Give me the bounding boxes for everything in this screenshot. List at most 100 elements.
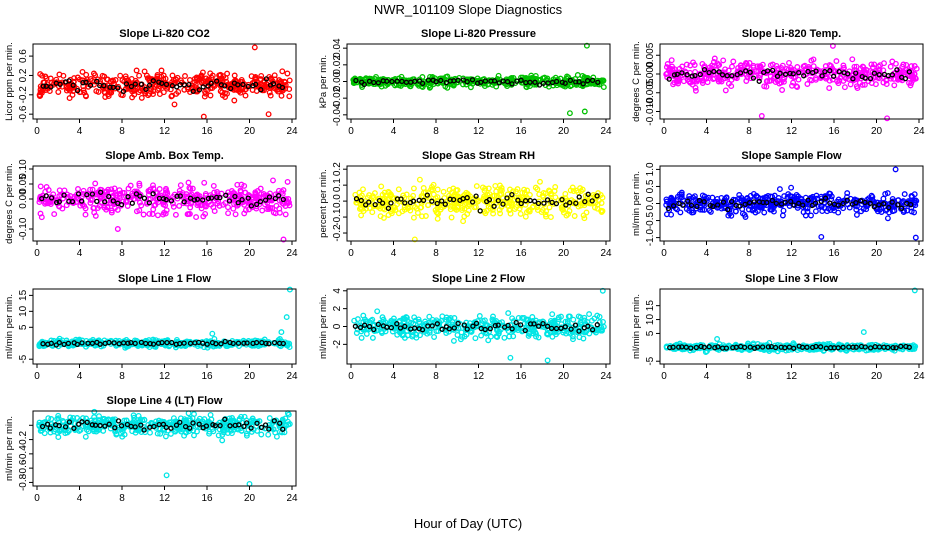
panel-title: Slope Line 4 (LT) Flow [107, 395, 223, 407]
data-point [663, 344, 670, 351]
data-point [846, 204, 853, 211]
data-point [176, 187, 183, 194]
reference-point [594, 193, 600, 199]
data-point [847, 81, 854, 88]
data-point [279, 87, 286, 94]
data-point [185, 211, 192, 218]
reference-point [425, 77, 432, 83]
reference-point [559, 79, 565, 85]
x-tick-label: 4 [704, 371, 710, 382]
reference-point [353, 196, 360, 202]
reference-point [788, 198, 794, 205]
data-point [725, 67, 732, 74]
data-point [113, 431, 120, 438]
data-point [586, 311, 593, 318]
reference-point [164, 339, 170, 346]
reference-point [890, 344, 896, 351]
data-point [201, 179, 208, 186]
data-point [211, 208, 218, 215]
reference-point [685, 198, 691, 204]
data-point [66, 95, 73, 102]
reference-point [827, 68, 833, 74]
reference-point [115, 85, 121, 91]
data-point [83, 93, 89, 100]
reference-point [809, 202, 815, 209]
data-point [36, 419, 43, 426]
reference-point [553, 200, 560, 207]
data-point [172, 211, 179, 218]
data-point [904, 207, 910, 214]
reference-point [101, 83, 107, 89]
data-points [663, 42, 920, 122]
data-point [160, 211, 167, 218]
reference-point [169, 339, 175, 346]
data-point [706, 207, 713, 214]
reference-point [674, 71, 680, 77]
data-point [446, 316, 452, 323]
reference-point [517, 322, 524, 328]
reference-point [181, 340, 187, 346]
reference-point [751, 199, 757, 205]
data-point [152, 201, 159, 208]
data-point [353, 330, 360, 336]
data-point [225, 210, 232, 217]
reference-point [280, 340, 286, 347]
data-point [236, 86, 243, 93]
data-point [882, 191, 889, 197]
x-tick-label: 8 [433, 126, 439, 137]
data-point [158, 73, 165, 80]
data-point [773, 62, 780, 69]
data-point [385, 212, 392, 218]
reference-point [544, 197, 551, 203]
reference-point [245, 195, 251, 201]
data-point [868, 61, 875, 68]
data-point [729, 63, 735, 70]
data-point [498, 187, 505, 194]
y-axis: -1.0-0.50.00.51.0 [645, 162, 660, 246]
data-point [583, 75, 590, 82]
outlier-point [507, 354, 514, 361]
data-point [699, 206, 706, 213]
data-point [580, 212, 587, 219]
reference-point [280, 196, 286, 203]
x-tick-label: 8 [746, 126, 752, 137]
data-point [75, 186, 81, 192]
data-point [440, 188, 447, 195]
x-tick-label: 16 [828, 126, 840, 137]
reference-point [132, 81, 138, 87]
data-point [867, 68, 874, 75]
data-point [808, 77, 815, 84]
reference-point [464, 195, 470, 201]
data-point [45, 415, 52, 422]
reference-point [146, 82, 153, 88]
reference-point [769, 197, 775, 204]
data-point [526, 191, 533, 198]
data-point [388, 317, 395, 324]
reference-point [728, 198, 735, 205]
data-point [692, 87, 699, 94]
data-point [74, 415, 81, 421]
x-tick-label: 12 [473, 248, 485, 259]
data-point [74, 74, 81, 81]
data-points [663, 287, 919, 355]
data-point [156, 186, 163, 192]
data-point [789, 82, 795, 89]
reference-point [840, 200, 846, 207]
data-point [911, 201, 917, 208]
reference-point [492, 322, 498, 329]
data-point [881, 60, 887, 67]
reference-point [419, 327, 426, 333]
reference-point [835, 202, 841, 208]
data-point [517, 210, 524, 217]
reference-point [429, 198, 435, 204]
reference-point [729, 73, 735, 79]
data-point [536, 191, 543, 198]
reference-point [48, 340, 54, 346]
data-point [441, 195, 448, 201]
data-point [170, 415, 177, 422]
data-point [802, 212, 809, 219]
data-point [806, 65, 813, 72]
reference-point [228, 85, 234, 92]
reference-point [47, 425, 53, 431]
reference-point [272, 195, 278, 202]
